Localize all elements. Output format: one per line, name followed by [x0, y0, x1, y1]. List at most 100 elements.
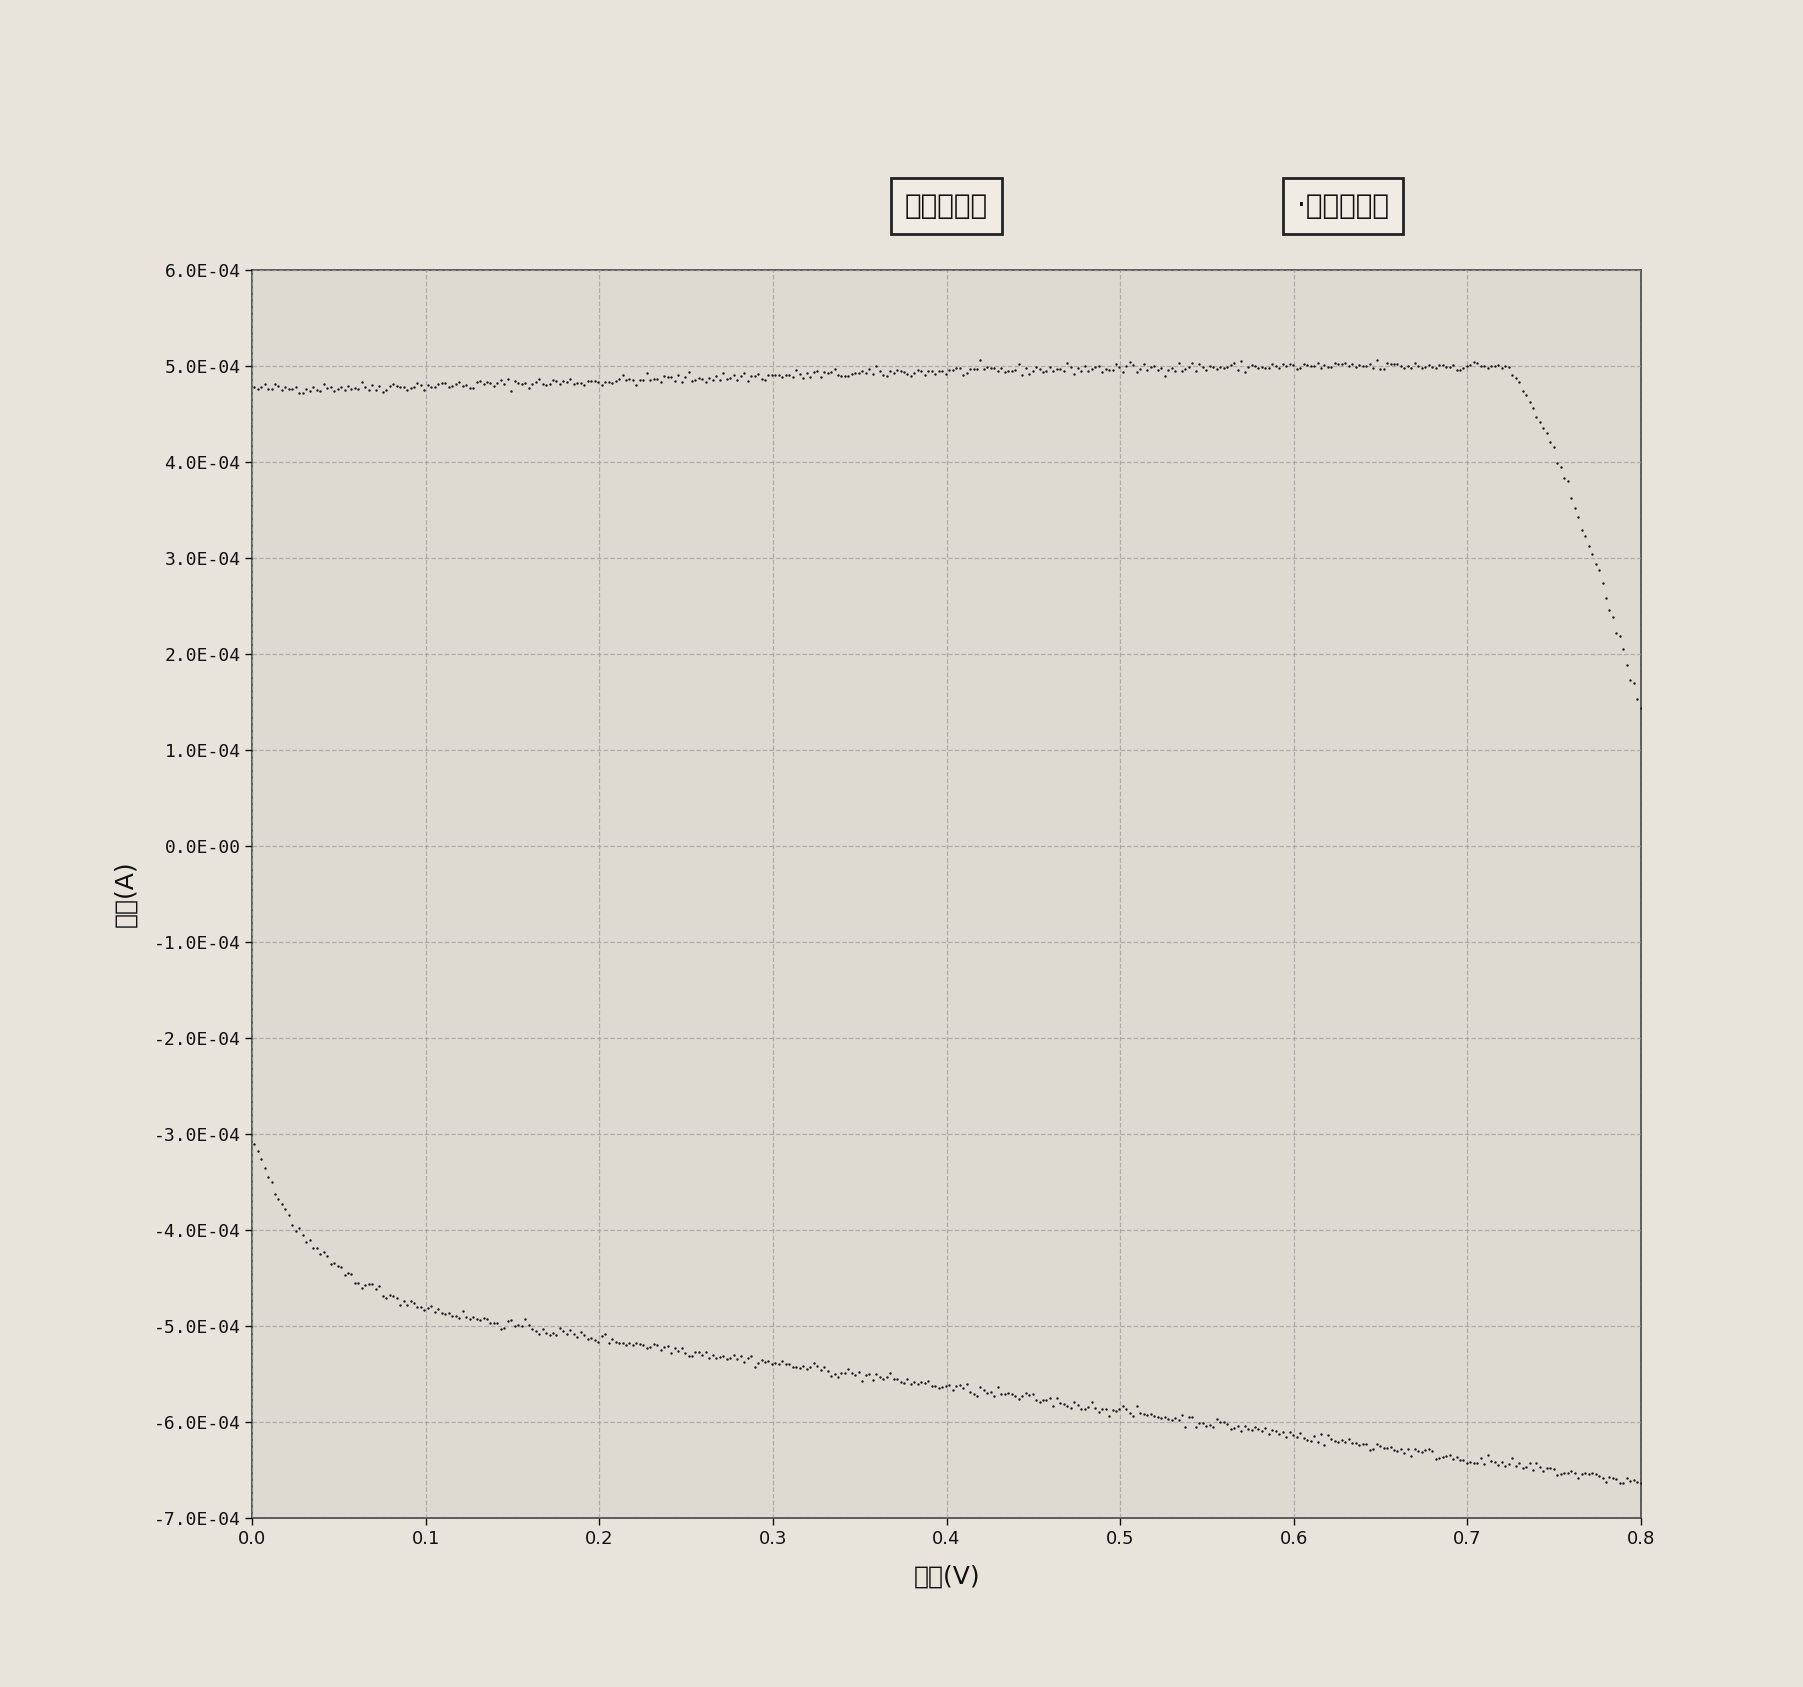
Point: [709, 359, 737, 386]
Point: [382, 373, 411, 400]
Point: [1001, 356, 1030, 383]
Point: [319, 378, 348, 405]
Point: [1506, 369, 1534, 396]
Point: [813, 359, 842, 386]
Point: [570, 1321, 599, 1348]
Point: [1237, 353, 1266, 380]
Point: [240, 375, 269, 402]
Point: [1206, 353, 1235, 380]
Point: [1293, 351, 1322, 378]
Point: [743, 1350, 772, 1377]
Point: [802, 358, 831, 385]
Point: [644, 1331, 673, 1358]
Point: [1518, 395, 1547, 422]
Point: [1136, 1400, 1165, 1427]
Point: [543, 368, 572, 395]
Point: [851, 1361, 880, 1388]
Point: [730, 1348, 759, 1375]
Point: [404, 369, 433, 396]
Point: [251, 1154, 279, 1181]
Point: [1623, 1469, 1652, 1496]
Point: [400, 373, 429, 400]
Point: [251, 371, 279, 398]
Point: [299, 1235, 328, 1262]
Point: [1320, 1427, 1349, 1454]
Point: [1412, 1437, 1441, 1464]
Point: [573, 368, 602, 395]
Point: [1432, 354, 1460, 381]
Point: [835, 1355, 864, 1382]
Point: [517, 1316, 546, 1343]
Point: [507, 1312, 535, 1339]
Point: [934, 1372, 963, 1399]
Point: [813, 1358, 842, 1385]
Point: [1307, 1420, 1336, 1447]
Point: [1612, 651, 1641, 678]
Point: [656, 363, 685, 390]
Point: [1457, 351, 1486, 378]
Point: [1075, 1393, 1103, 1420]
Point: [555, 1316, 584, 1343]
Point: [1136, 353, 1165, 380]
Point: [779, 364, 808, 391]
Point: [757, 361, 786, 388]
Point: [1172, 1414, 1201, 1441]
Point: [312, 375, 341, 402]
Point: [1323, 1429, 1352, 1456]
Point: [831, 363, 860, 390]
Point: [698, 368, 727, 395]
Point: [1158, 1407, 1186, 1434]
Point: [1255, 354, 1284, 381]
Point: [956, 356, 984, 383]
Point: [1094, 356, 1123, 383]
Point: [543, 1321, 572, 1348]
Point: [416, 1292, 445, 1319]
Point: [1327, 1427, 1356, 1454]
Point: [1473, 1441, 1502, 1468]
Point: [844, 359, 873, 386]
Point: [837, 1360, 865, 1387]
Point: [1323, 351, 1352, 378]
Point: [1615, 1468, 1644, 1495]
Point: [1300, 353, 1329, 380]
Point: [1286, 1419, 1314, 1446]
Point: [1480, 353, 1509, 380]
Point: [552, 1321, 581, 1348]
Point: [806, 1356, 835, 1383]
Point: [1015, 361, 1044, 388]
Point: [1248, 1417, 1277, 1444]
Point: [1397, 1442, 1426, 1469]
Point: [476, 369, 505, 396]
Point: [1132, 356, 1161, 383]
Point: [503, 1311, 532, 1338]
Point: [1084, 1399, 1112, 1426]
Point: [1412, 353, 1441, 380]
Point: [701, 1345, 730, 1372]
Point: [1060, 361, 1089, 388]
Point: [1112, 1395, 1141, 1422]
Point: [608, 1329, 636, 1356]
Point: [1491, 1453, 1520, 1479]
Point: [1623, 687, 1652, 714]
Point: [1192, 356, 1221, 383]
Point: [296, 1226, 325, 1253]
Point: [795, 364, 824, 391]
Point: [880, 359, 909, 386]
Point: [274, 376, 303, 403]
Point: [983, 358, 1011, 385]
Point: [323, 1253, 352, 1280]
Point: [254, 376, 283, 403]
Point: [503, 369, 532, 396]
Point: [997, 358, 1026, 385]
Point: [1132, 1402, 1161, 1429]
Point: [824, 361, 853, 388]
Point: [997, 1382, 1026, 1409]
Point: [761, 1350, 790, 1377]
Point: [963, 1382, 992, 1409]
Point: [1022, 1387, 1051, 1414]
Point: [427, 369, 456, 396]
Point: [709, 1343, 737, 1370]
Point: [1408, 354, 1437, 381]
Point: [406, 1294, 435, 1321]
Point: [1581, 1461, 1610, 1488]
